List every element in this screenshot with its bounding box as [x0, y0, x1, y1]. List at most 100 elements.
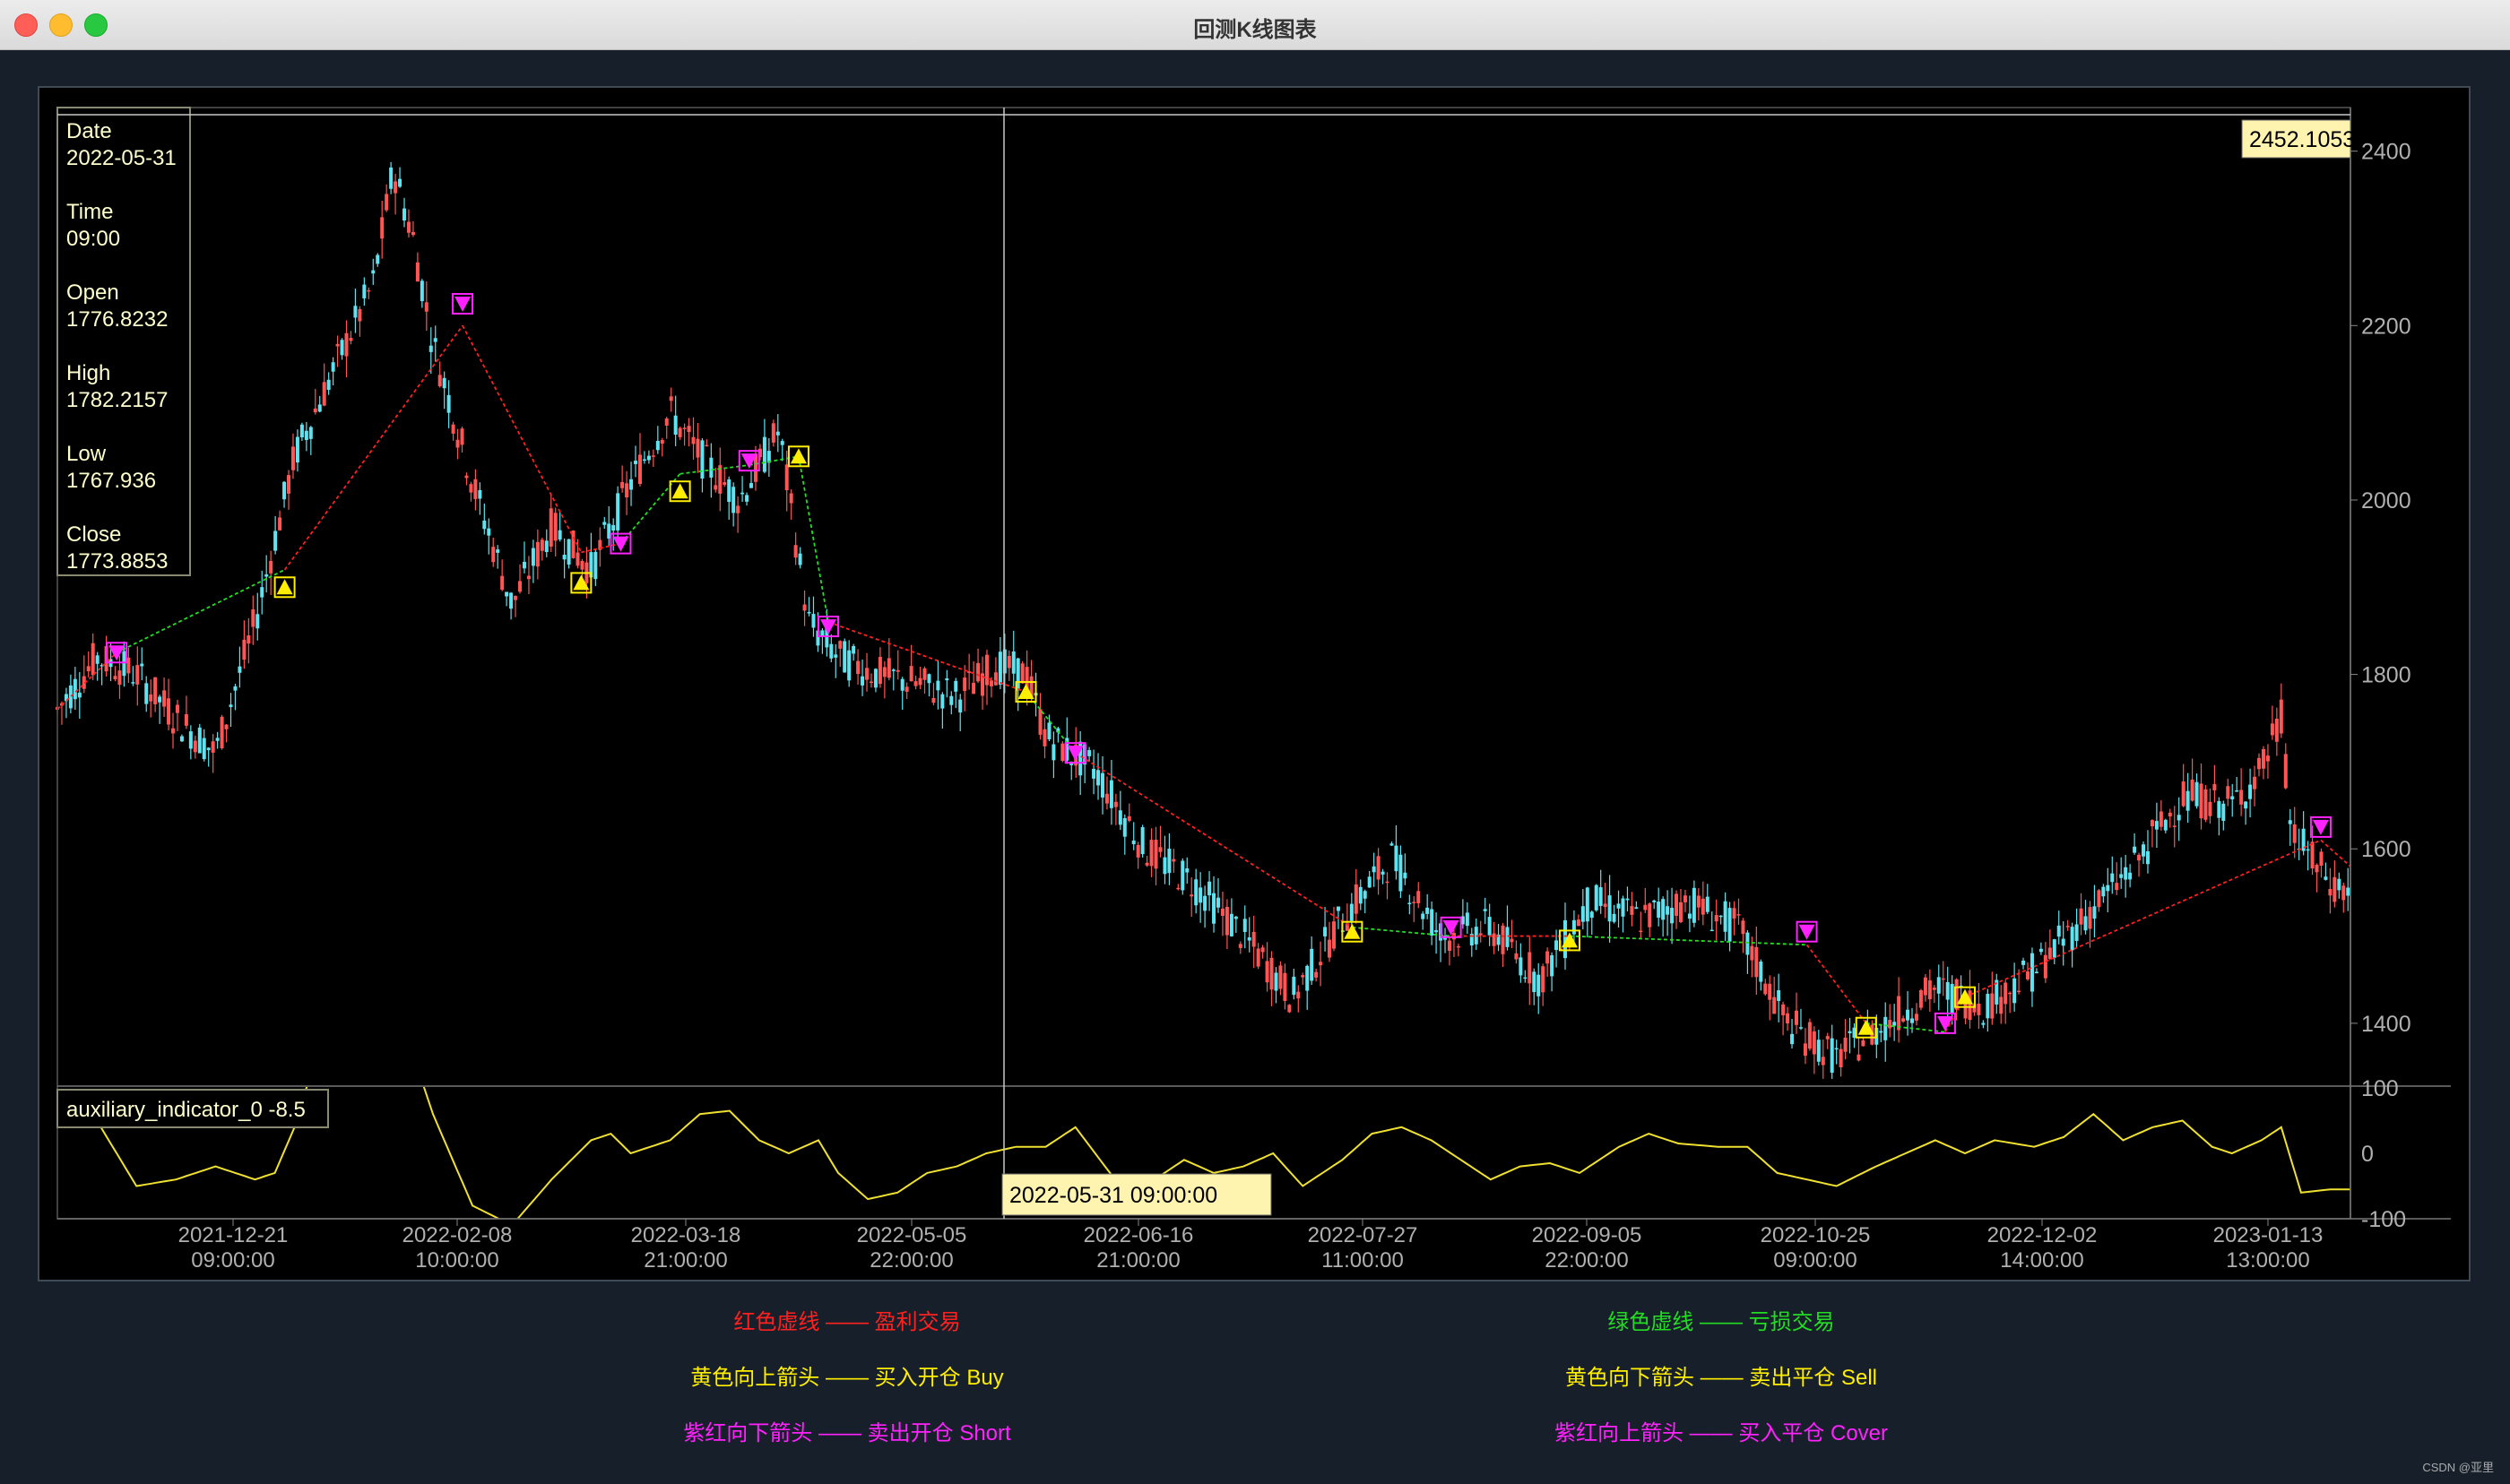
candle-body — [984, 654, 989, 686]
candle-body — [723, 482, 727, 485]
candle-body — [900, 678, 904, 691]
candle-body — [757, 448, 762, 458]
candle-body — [1336, 906, 1340, 911]
candle-body — [211, 741, 215, 753]
candle-body — [2124, 867, 2128, 880]
indicator-tick-label: 100 — [2361, 1076, 2399, 1101]
candle-body — [807, 611, 811, 614]
plot-border — [56, 107, 2351, 1220]
buy-marker — [570, 572, 593, 594]
candle-body — [963, 677, 967, 692]
candle-body — [531, 548, 535, 566]
candle-body — [2288, 820, 2292, 824]
candle-body — [1741, 920, 1745, 935]
candle-body — [1029, 676, 1034, 697]
candle-body — [558, 530, 562, 540]
candle-body — [922, 668, 927, 680]
buy-marker — [1558, 929, 1580, 952]
candle-body — [2008, 992, 2012, 995]
candle-body — [1212, 893, 1216, 924]
candle-body — [526, 575, 531, 580]
candle-body — [1190, 894, 1194, 897]
candle-body — [509, 592, 514, 609]
candle-body — [909, 666, 913, 682]
candle-body — [1131, 840, 1136, 844]
candle-body — [91, 643, 95, 676]
candle-body — [2217, 800, 2221, 818]
candle-body — [2346, 887, 2350, 896]
x-tick-date: 2022-07-27 — [1308, 1223, 1418, 1247]
buy-marker — [1341, 920, 1363, 943]
profit-trade-line — [283, 324, 463, 571]
candle-body — [446, 394, 451, 413]
candle-body — [1389, 843, 1394, 846]
candle-body — [1380, 871, 1385, 875]
candle-body — [1363, 891, 1367, 899]
axes-layer: 2400 2200 2000 1800 1600 1400 100 0 -100 2021-12-… — [56, 107, 2451, 1273]
candle-body — [1140, 827, 1145, 855]
candle-body — [496, 549, 500, 553]
candle-body — [68, 685, 73, 709]
candle-body — [269, 560, 273, 574]
candle-body — [904, 686, 909, 692]
info-open-label: Open — [66, 280, 119, 305]
zoom-window-button[interactable] — [84, 13, 108, 37]
candle-body — [1777, 990, 1781, 1001]
candle-body — [2212, 784, 2217, 790]
candle-body — [682, 427, 687, 429]
profit-trade-line — [1075, 752, 1353, 928]
candle-body — [1630, 906, 1634, 915]
profit-trade-line — [56, 651, 117, 711]
candle-body — [1127, 815, 1131, 821]
down-arrow-icon — [1936, 1015, 1953, 1031]
candle-body — [1727, 908, 1732, 942]
x-tick-time: 22:00:00 — [870, 1248, 953, 1273]
candle-body — [1941, 978, 1945, 980]
candle-body — [2292, 824, 2297, 843]
candle-body — [1514, 953, 1519, 960]
candle-body — [1158, 847, 1163, 852]
down-arrow-icon — [1442, 919, 1459, 936]
candle-body — [1812, 1031, 1816, 1055]
marker-box — [1953, 986, 1976, 1008]
candle-body — [993, 672, 998, 686]
candle-body — [247, 635, 251, 644]
candle-body — [887, 658, 891, 678]
minimize-window-button[interactable] — [49, 13, 73, 37]
candle-body — [1678, 902, 1683, 922]
candle-body — [620, 481, 625, 488]
candle-body — [1888, 1020, 1892, 1029]
profit-trade-line — [1805, 944, 1867, 1024]
marker-box — [669, 480, 691, 503]
candle-body — [1852, 1027, 1857, 1039]
candle-body — [1496, 934, 1501, 945]
marker-box — [452, 292, 474, 315]
candle-body — [394, 181, 398, 194]
candle-body — [1060, 743, 1065, 762]
close-window-button[interactable] — [14, 13, 38, 37]
candle-body — [344, 332, 349, 357]
chart-panel[interactable]: 2400 2200 2000 1800 1600 1400 100 0 -100 2021-12-… — [38, 86, 2471, 1281]
candle-body — [1376, 856, 1380, 880]
candle-body — [1986, 994, 1990, 1019]
loss-trade-line — [679, 464, 749, 475]
candle-body — [1977, 1004, 1981, 1015]
candle-body — [820, 630, 825, 637]
crosshair: 2452.1053 2022-05-31 09:00:00 — [57, 108, 2355, 1219]
candle-body — [1319, 962, 1323, 966]
candle-body — [2248, 784, 2253, 799]
loss-trade-line — [749, 455, 800, 466]
candle-body — [696, 438, 700, 458]
candle-body — [282, 481, 287, 500]
candle-body — [651, 455, 655, 457]
candle-body — [482, 520, 487, 530]
down-arrow-icon — [612, 536, 629, 552]
candle-body — [326, 379, 331, 391]
candle-body — [224, 724, 229, 729]
candle-body — [389, 167, 394, 189]
indicator-tick-label: 0 — [2361, 1142, 2374, 1167]
candle-body — [2159, 811, 2163, 827]
kline-chart[interactable]: 2400 2200 2000 1800 1600 1400 100 0 -100 2021-12-… — [39, 88, 2469, 1280]
candle-body — [847, 650, 852, 681]
candle-body — [433, 338, 437, 342]
